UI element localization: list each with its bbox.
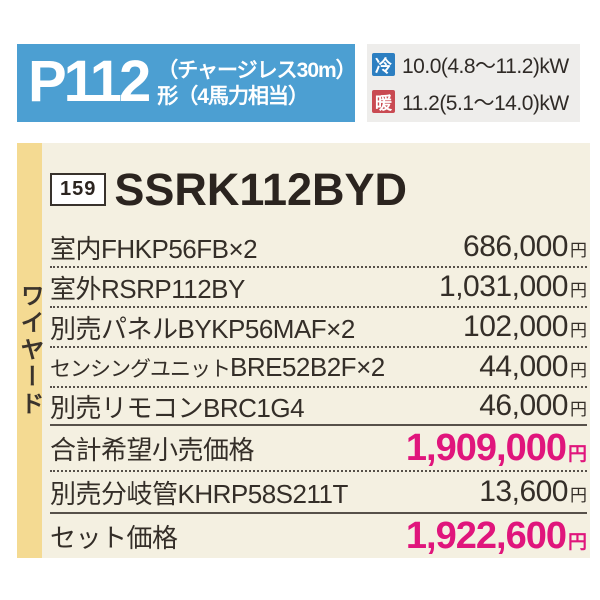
item-label: 別売パネルBYKP56MAF×2 <box>50 313 355 344</box>
subtitle-line-1: （チャージレス30m） <box>157 59 356 82</box>
set-price-label: セット価格 <box>50 523 178 553</box>
price-value: 686,000 <box>463 230 568 263</box>
item-price: 13,600 円 <box>479 475 587 509</box>
item-label-code: BRE52B2F×2 <box>230 351 385 382</box>
set-price-row: セット価格 1,922,600 円 <box>50 514 587 559</box>
yen-unit: 円 <box>567 532 587 553</box>
item-price: 686,000 円 <box>463 230 587 264</box>
yen-unit: 円 <box>570 321 587 340</box>
yen-unit: 円 <box>570 281 587 300</box>
panel-content: 159 SSRK112BYD 室内FHKP56FB×2 686,000 円 室外… <box>50 143 587 559</box>
ref-number-box: 159 <box>50 173 107 206</box>
yen-unit: 円 <box>570 400 587 419</box>
yen-unit: 円 <box>570 241 587 260</box>
price-value: 1,031,000 <box>439 270 568 303</box>
price-row-sensing-unit: センシングユニットBRE52B2F×2 44,000 円 <box>50 348 587 388</box>
wired-type-tab: ワイヤード <box>16 143 43 558</box>
yen-unit: 円 <box>567 443 587 465</box>
item-price: 102,000 円 <box>463 310 587 344</box>
yen-unit: 円 <box>570 486 587 505</box>
item-price: 46,000 円 <box>479 389 587 423</box>
price-value: 1,909,000 <box>405 426 567 469</box>
item-label: 室外RSRP112BY <box>50 273 245 304</box>
cooling-spec-row: 冷 10.0(4.8～11.2)kW <box>372 50 580 80</box>
item-label: 別売リモコンBRC1G4 <box>50 392 305 423</box>
model-class-subtitle: （チャージレス30m） 形（4馬力相当） <box>157 58 356 110</box>
subtitle-line-2: 形（4馬力相当） <box>157 85 309 108</box>
price-row-panel: 別売パネルBYKP56MAF×2 102,000 円 <box>50 308 587 348</box>
price-value: 44,000 <box>479 350 568 383</box>
price-row-outdoor-unit: 室外RSRP112BY 1,031,000 円 <box>50 268 587 308</box>
model-class: P112 <box>28 49 151 114</box>
heating-badge: 暖 <box>372 90 395 113</box>
price-value: 46,000 <box>479 389 568 422</box>
cooling-capacity-value: 10.0(4.8～11.2)kW <box>402 54 569 78</box>
item-label: センシングユニットBRE52B2F×2 <box>50 352 385 383</box>
price-row-indoor-unit: 室内FHKP56FB×2 686,000 円 <box>50 228 587 268</box>
heating-spec-row: 暖 11.2(5.1～14.0)kW <box>372 87 580 117</box>
price-value: 13,600 <box>479 475 568 508</box>
model-name: SSRK112BYD <box>114 164 408 215</box>
yen-unit: 円 <box>570 361 587 380</box>
heating-capacity-value: 11.2(5.1～14.0)kW <box>402 91 569 115</box>
price-row-remote-controller: 別売リモコンBRC1G4 46,000 円 <box>50 388 587 426</box>
wired-type-label: ワイヤード <box>16 283 43 418</box>
item-price: 44,000 円 <box>479 350 587 384</box>
price-value: 1,922,600 <box>405 515 567 557</box>
total-price: 1,909,000 円 <box>406 427 587 470</box>
total-label: 合計希望小売価格 <box>50 434 255 465</box>
item-label-kana: センシングユニット <box>50 357 231 381</box>
model-row: 159 SSRK112BYD <box>50 143 587 228</box>
item-label: 別売分岐管KHRP58S211T <box>50 478 348 509</box>
branch-pipe-row: 別売分岐管KHRP58S211T 13,600 円 <box>50 472 587 514</box>
item-label: 室内FHKP56FB×2 <box>50 233 258 264</box>
model-class-banner: P112 （チャージレス30m） 形（4馬力相当） <box>17 44 357 122</box>
capacity-specs: 冷 10.0(4.8～11.2)kW 暖 11.2(5.1～14.0)kW <box>367 44 580 122</box>
price-value: 102,000 <box>463 310 568 343</box>
set-price: 1,922,600 円 <box>406 515 587 558</box>
price-panel: ワイヤード 159 SSRK112BYD 室内FHKP56FB×2 686,00… <box>16 143 590 559</box>
item-price: 1,031,000 円 <box>439 270 587 304</box>
total-retail-price-row: 合計希望小売価格 1,909,000 円 <box>50 426 587 472</box>
cooling-badge: 冷 <box>372 53 395 76</box>
